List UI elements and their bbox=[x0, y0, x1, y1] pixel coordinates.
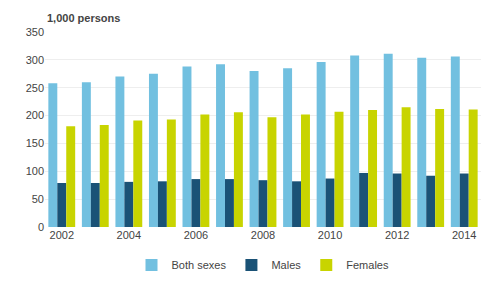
svg-text:2004: 2004 bbox=[117, 229, 141, 241]
svg-text:300: 300 bbox=[26, 54, 44, 66]
svg-text:2012: 2012 bbox=[385, 229, 409, 241]
svg-text:2002: 2002 bbox=[50, 229, 74, 241]
svg-text:50: 50 bbox=[32, 193, 44, 205]
svg-text:250: 250 bbox=[26, 82, 44, 94]
svg-text:150: 150 bbox=[26, 137, 44, 149]
svg-text:100: 100 bbox=[26, 165, 44, 177]
svg-text:2006: 2006 bbox=[184, 229, 208, 241]
svg-text:2014: 2014 bbox=[452, 229, 476, 241]
svg-text:Females: Females bbox=[346, 259, 389, 271]
svg-text:Males: Males bbox=[271, 259, 301, 271]
svg-text:0: 0 bbox=[38, 221, 44, 233]
svg-text:Both sexes: Both sexes bbox=[172, 259, 227, 271]
svg-text:200: 200 bbox=[26, 109, 44, 121]
svg-text:350: 350 bbox=[26, 26, 44, 38]
svg-text:2008: 2008 bbox=[251, 229, 275, 241]
svg-text:2010: 2010 bbox=[318, 229, 342, 241]
svg-text:1,000 persons: 1,000 persons bbox=[47, 12, 120, 24]
